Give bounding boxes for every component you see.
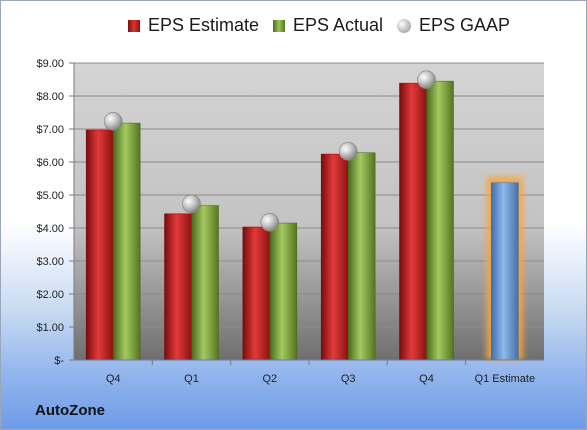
- legend-swatch-eps-gaap: [397, 18, 411, 33]
- marker-eps-gaap: [182, 194, 201, 214]
- legend-item-eps-gaap: EPS GAAP: [397, 15, 510, 36]
- y-tick-label: $5.00: [36, 190, 64, 202]
- x-tick-label: Q1: [184, 373, 199, 385]
- bar-q1-estimate: [491, 182, 519, 361]
- bar-eps-actual: [112, 122, 141, 361]
- y-tick-label: $2.00: [36, 289, 64, 301]
- x-tick-label: Q4: [419, 373, 434, 385]
- legend-label-eps-gaap: EPS GAAP: [419, 15, 511, 35]
- legend-swatch-eps-estimate: [128, 19, 140, 32]
- bar-eps-actual: [426, 80, 454, 361]
- bars: [85, 70, 524, 361]
- bar-eps-actual: [347, 152, 376, 361]
- y-tick-label: $6.00: [36, 157, 64, 169]
- marker-eps-gaap: [260, 213, 280, 232]
- y-tick-label: $-: [54, 355, 64, 367]
- marker-eps-gaap: [417, 70, 436, 90]
- y-tick-label: $1.00: [36, 322, 64, 334]
- y-axis: $- $1.00 $2.00 $3.00 $4.00 $5.00 $6.00 $7.00 $8.…: [36, 58, 75, 367]
- bar-eps-estimate: [164, 213, 192, 361]
- x-tick-label: Q3: [341, 373, 356, 385]
- legend-label-eps-actual: EPS Actual: [293, 15, 384, 35]
- y-tick-label: $8.00: [36, 91, 64, 103]
- bar-eps-estimate: [399, 82, 427, 361]
- y-tick-label: $4.00: [36, 223, 64, 235]
- bar-eps-estimate: [320, 153, 349, 361]
- x-tick-label: Q4: [106, 373, 121, 385]
- y-tick-label: $7.00: [36, 124, 64, 136]
- legend: EPS Estimate EPS Actual EPS GAAP: [1, 15, 586, 45]
- legend-item-eps-estimate: EPS Estimate: [128, 15, 259, 36]
- company-label: AutoZone: [35, 402, 105, 419]
- legend-item-eps-actual: EPS Actual: [273, 15, 383, 36]
- y-tick-label: $9.00: [36, 58, 64, 70]
- legend-swatch-eps-actual: [273, 19, 285, 32]
- x-axis: Q4 Q1 Q2 Q3 Q4 Q1 Estimate: [74, 359, 544, 385]
- legend-label-eps-estimate: EPS Estimate: [148, 15, 260, 35]
- bar-eps-estimate: [242, 226, 271, 361]
- plot-area: [74, 63, 544, 360]
- marker-eps-gaap: [338, 142, 358, 161]
- x-tick-label: Q1 Estimate: [475, 373, 536, 385]
- bar-eps-actual: [191, 205, 219, 361]
- marker-eps-gaap: [103, 112, 123, 131]
- y-tick-label: $3.00: [36, 256, 64, 268]
- x-tick-label: Q2: [262, 373, 277, 385]
- bar-eps-actual: [269, 222, 298, 361]
- bar-eps-estimate: [85, 129, 114, 361]
